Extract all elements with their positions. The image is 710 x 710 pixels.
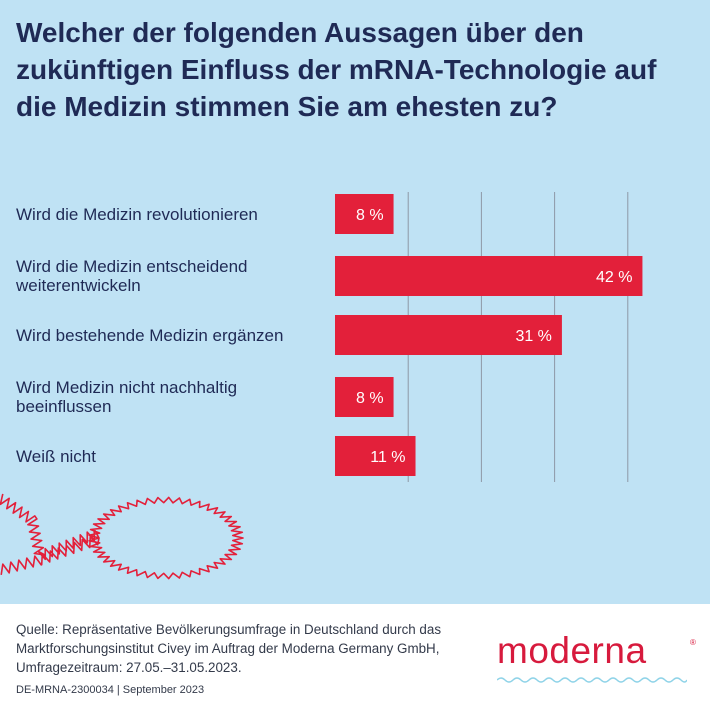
bar-5 xyxy=(335,436,416,476)
bar-value-label-3: 31 % xyxy=(515,328,551,345)
logo-wave-decoration xyxy=(497,677,687,683)
bar-chart: 8 % 42 % 31 % 8 % 11 % xyxy=(0,192,643,580)
registered-mark: ® xyxy=(690,638,696,647)
category-label-line: weiterentwickeln xyxy=(16,276,141,295)
bar-value-label-1: 8 % xyxy=(356,207,384,224)
category-label-1: Wird die Medizin revolutionieren xyxy=(16,205,258,224)
footer: Quelle: Repräsentative Bevölkerungsumfra… xyxy=(0,604,710,710)
bar-value-label-4: 8 % xyxy=(356,390,384,407)
chart-title: Welcher der folgenden Aussagen über den … xyxy=(16,17,657,122)
bars: 8 % 42 % 31 % 8 % 11 % xyxy=(335,194,643,476)
squiggle-decoration xyxy=(0,493,244,580)
category-label-line: Wird Medizin nicht nachhaltig xyxy=(16,378,238,397)
moderna-logo: moderna xyxy=(497,630,647,671)
category-label-4: Wird Medizin nicht nachhaltig beeinflusse… xyxy=(16,378,237,416)
category-label-2: Wird die Medizin entscheidend weiterentwi… xyxy=(16,257,248,295)
bar-3 xyxy=(335,315,562,355)
category-label-5: Weiß nicht xyxy=(16,447,96,466)
category-label-line: Weiß nicht xyxy=(16,446,96,466)
category-label-3: Wird bestehende Medizin ergänzen xyxy=(16,326,283,345)
category-label-line: Wird bestehende Medizin ergänzen xyxy=(16,325,284,345)
bar-value-label-2: 42 % xyxy=(596,269,632,286)
bar-1 xyxy=(335,194,394,234)
category-label-line: beeinflussen xyxy=(16,397,112,416)
category-label-line: Wird die Medizin entscheidend xyxy=(16,257,248,276)
category-label-line: Wird die Medizin revolutionieren xyxy=(16,204,258,224)
bar-value-label-5: 11 % xyxy=(370,449,405,466)
bar-4 xyxy=(335,377,394,417)
document-code: DE-MRNA-2300034 | September 2023 xyxy=(16,684,205,696)
bar-2 xyxy=(335,256,643,296)
source-note: Quelle: Repräsentative Bevölkerungsumfra… xyxy=(16,622,442,675)
